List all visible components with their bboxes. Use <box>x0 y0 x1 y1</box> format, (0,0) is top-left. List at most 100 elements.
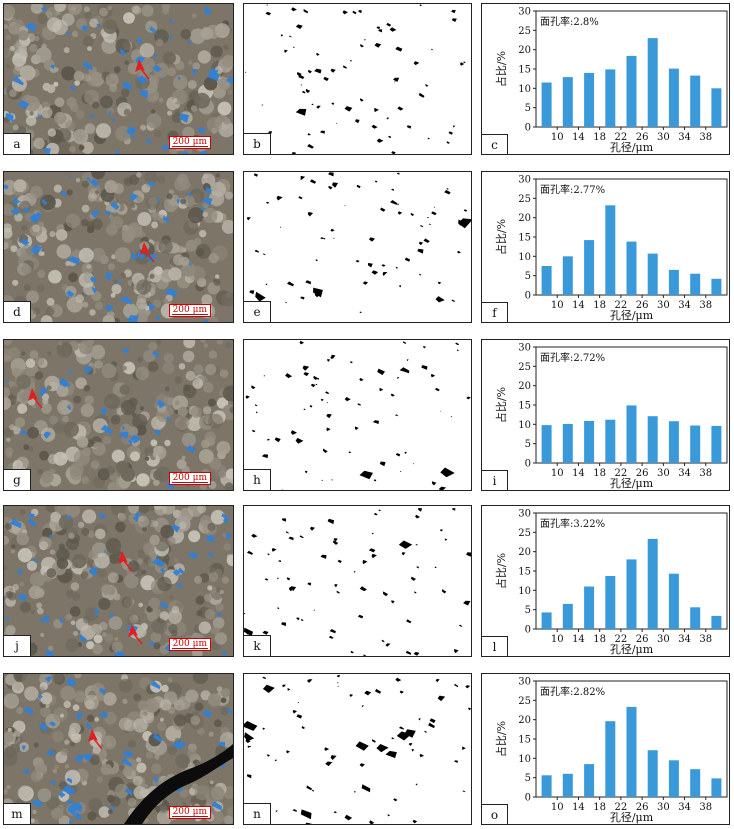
mineral-grain <box>70 6 76 12</box>
mineral-grain <box>110 292 116 298</box>
pore-blob <box>309 179 317 184</box>
blue-pore <box>220 651 227 656</box>
y-axis-label: 占比/% <box>494 553 508 589</box>
pore-blob <box>280 34 284 37</box>
mineral-grain <box>173 75 188 90</box>
y-tick-label: 15 <box>518 401 531 412</box>
x-tick-label: 30 <box>657 300 670 311</box>
bar <box>668 573 679 629</box>
mineral-grain <box>54 111 67 125</box>
blue-pore <box>104 210 111 216</box>
blue-pore <box>122 81 132 92</box>
mineral-grain <box>14 213 23 222</box>
blue-pore <box>30 245 43 255</box>
pore-blob <box>399 367 410 374</box>
mineral-grain <box>28 446 34 451</box>
mineral-grain <box>118 765 125 771</box>
pore-blob <box>286 750 290 754</box>
mineral-grain <box>167 536 176 545</box>
binary-pores <box>244 340 471 490</box>
mineral-grain <box>11 544 16 549</box>
mineral-grain <box>64 763 70 769</box>
panel-label-e: e <box>244 301 271 322</box>
mineral-grain <box>140 406 144 411</box>
mineral-grain <box>16 374 31 390</box>
mineral-grain <box>37 270 46 279</box>
mineral-grain <box>222 385 233 402</box>
mineral-grain <box>91 172 106 180</box>
pore-blob <box>302 90 306 94</box>
blue-pore <box>154 52 158 58</box>
mineral-grain <box>225 468 233 480</box>
x-tick-label: 14 <box>572 468 585 479</box>
mineral-grain <box>80 403 94 417</box>
pore-blob <box>249 290 255 295</box>
pore-blob <box>267 438 270 441</box>
mineral-grain <box>14 417 26 428</box>
mineral-grain <box>136 757 142 763</box>
mineral-grain <box>65 120 76 131</box>
mineral-grain <box>30 185 43 198</box>
pore-blob <box>362 281 368 285</box>
y-tick-label: 20 <box>518 45 531 56</box>
pore-size-chart-o: 0 5 10 15 20 25 30 10 14 18 22 26 30 34 38 面孔率:2.82% 孔径/… <box>481 673 730 825</box>
mineral-grain <box>122 361 136 375</box>
mineral-grain <box>9 89 17 97</box>
blue-pore <box>111 118 115 123</box>
pore-blob <box>396 172 400 175</box>
mineral-grain <box>71 732 82 744</box>
pore-blob <box>274 759 277 762</box>
mineral-grain <box>137 700 148 711</box>
mineral-grain <box>20 244 35 259</box>
pore-blob <box>337 559 342 564</box>
mineral-grain <box>213 279 221 286</box>
pore-blob <box>391 151 396 154</box>
y-tick-label: 30 <box>518 343 531 354</box>
blue-pore <box>104 272 113 282</box>
pore-blob <box>325 391 330 395</box>
mineral-grain <box>25 358 36 368</box>
mineral-grain <box>198 449 214 464</box>
blue-pore <box>154 429 162 436</box>
mineral-grain <box>194 702 204 712</box>
mineral-grain <box>221 576 229 584</box>
photo-texture <box>4 172 233 322</box>
bar <box>605 205 616 295</box>
mineral-grain <box>19 509 26 515</box>
pore-blob <box>444 190 451 195</box>
pore-blob <box>462 790 466 793</box>
mineral-grain <box>148 506 155 511</box>
pore-blob <box>363 654 367 656</box>
mineral-grain <box>185 689 199 703</box>
pore-blob <box>307 582 312 586</box>
mineral-grain <box>71 592 81 601</box>
pore-blob <box>400 470 402 472</box>
mineral-grain <box>84 11 92 19</box>
pore-blob <box>390 393 395 397</box>
mineral-grain <box>40 315 53 322</box>
pore-blob <box>295 24 303 29</box>
mineral-grain <box>166 193 173 200</box>
mineral-grain <box>183 219 199 235</box>
mineral-grain <box>127 797 137 807</box>
mineral-grain <box>157 721 167 732</box>
mineral-grain <box>136 196 143 203</box>
pore-blob <box>406 125 412 129</box>
mineral-grain <box>69 606 81 617</box>
pore-blob <box>413 651 420 656</box>
mineral-grain <box>9 424 16 431</box>
mineral-grain <box>138 602 143 608</box>
blue-pore <box>50 64 55 70</box>
mineral-grain <box>200 340 206 343</box>
mineral-grain <box>29 571 46 588</box>
mineral-grain <box>54 4 66 12</box>
blue-pore <box>66 799 73 805</box>
x-tick-label: 14 <box>572 300 585 311</box>
x-tick-label: 34 <box>678 132 691 143</box>
pore-blob <box>377 368 385 376</box>
blue-pore <box>69 802 83 813</box>
bar <box>584 72 595 127</box>
blue-pore <box>90 210 101 218</box>
blue-pore <box>13 197 21 205</box>
mineral-grain <box>167 110 173 116</box>
